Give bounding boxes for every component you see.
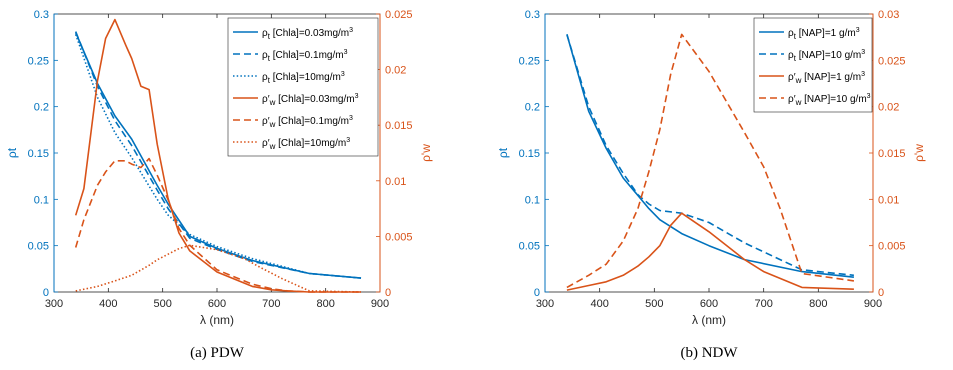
legend-entry: ρ′w [Chla]=10mg/m3 — [262, 137, 350, 151]
legend-entry: ρt [Chla]=10mg/m3 — [262, 71, 345, 85]
figure-caption: (a) PDW — [190, 345, 245, 361]
left-y-axis-label: ρt — [5, 147, 19, 158]
right-y-tick-label: 0.015 — [878, 148, 906, 160]
left-y-tick-label: 0.05 — [519, 241, 540, 253]
left-y-tick-label: 0.15 — [28, 148, 49, 160]
legend-box — [753, 17, 873, 113]
left-y-tick-label: 0 — [534, 287, 540, 299]
right-y-tick-label: 0.025 — [385, 9, 413, 21]
series-line-1 — [566, 34, 854, 278]
right-y-tick-label: 0.025 — [878, 55, 906, 67]
x-axis-label: λ (nm) — [200, 313, 234, 327]
x-tick-label: 700 — [754, 298, 772, 310]
right-y-axis-label: ρ'w — [912, 144, 926, 162]
series-line-4 — [74, 18, 361, 293]
x-tick-label: 500 — [153, 298, 171, 310]
series-line-2 — [74, 31, 362, 279]
chart-panel-a: 300 400 500 600 700 800 900 λ (nm) 0 0.05 0.1 0.15 0… — [5, 9, 433, 361]
right-y-tick-label: 0 — [878, 287, 884, 299]
series-line-3 — [566, 212, 854, 291]
left-y-tick-label: 0.25 — [519, 55, 540, 67]
left-y-tick-label: 0.25 — [28, 55, 49, 67]
left-y-tick-label: 0.05 — [28, 241, 49, 253]
right-y-tick-label: 0.01 — [878, 194, 899, 206]
series-line-6 — [75, 244, 362, 293]
x-axis-label: λ (nm) — [692, 313, 726, 327]
x-tick-label: 700 — [262, 298, 280, 310]
x-tick-label: 600 — [208, 298, 226, 310]
right-y-tick-label: 0.02 — [878, 102, 899, 114]
x-tick-label: 300 — [45, 298, 63, 310]
legend-entry: ρt [NAP]=10 g/m3 — [788, 49, 865, 63]
legend-entry: ρt [Chla]=0.1mg/m3 — [262, 49, 348, 63]
legend-box — [227, 17, 379, 157]
series-line-5 — [74, 157, 361, 293]
x-tick-label: 400 — [590, 298, 608, 310]
right-y-tick-label: 0.03 — [878, 9, 899, 21]
x-tick-label: 800 — [809, 298, 827, 310]
x-tick-label: 800 — [316, 298, 334, 310]
legend-entry: ρ′w [NAP]=10 g/m3 — [788, 93, 871, 107]
left-y-tick-label: 0.15 — [519, 148, 540, 160]
right-y-tick-label: 0.02 — [385, 65, 406, 77]
left-y-tick-label: 0 — [43, 287, 49, 299]
right-y-tick-label: 0.005 — [385, 231, 413, 243]
right-y-tick-label: 0.01 — [385, 176, 406, 188]
x-tick-label: 300 — [536, 298, 554, 310]
left-y-tick-label: 0.3 — [34, 9, 49, 21]
legend-entry: ρ′w [NAP]=1 g/m3 — [788, 71, 865, 85]
right-y-tick-label: 0 — [385, 287, 391, 299]
legend-entry: ρ′w [Chla]=0.03mg/m3 — [262, 93, 359, 107]
series-line-3 — [74, 34, 362, 279]
legend-entry: ρt [Chla]=0.03mg/m3 — [262, 27, 353, 41]
legend-entry: ρ′w [Chla]=0.1mg/m3 — [262, 115, 353, 129]
left-y-tick-label: 0.2 — [34, 102, 49, 114]
figure-caption: (b) NDW — [680, 345, 738, 361]
left-y-axis-label: ρt — [496, 147, 510, 158]
chart-panel-b: 300 400 500 600 700 800 900 λ (nm) 0 0.05 0.1 0.15 0… — [496, 9, 926, 361]
x-tick-label: 900 — [864, 298, 882, 310]
right-y-tick-label: 0.015 — [385, 120, 413, 132]
left-y-tick-label: 0.1 — [525, 194, 540, 206]
left-y-tick-label: 0.3 — [525, 9, 540, 21]
x-tick-label: 400 — [99, 298, 117, 310]
x-tick-label: 900 — [371, 298, 389, 310]
right-y-tick-label: 0.005 — [878, 241, 906, 253]
series-line-4 — [566, 33, 855, 289]
x-tick-label: 500 — [645, 298, 663, 310]
left-y-tick-label: 0.2 — [525, 102, 540, 114]
right-y-axis-label: ρ'w — [419, 144, 433, 162]
legend-entry: ρt [NAP]=1 g/m3 — [788, 27, 860, 41]
x-tick-label: 600 — [700, 298, 718, 310]
series-line-2 — [566, 34, 854, 277]
left-y-tick-label: 0.1 — [34, 194, 49, 206]
